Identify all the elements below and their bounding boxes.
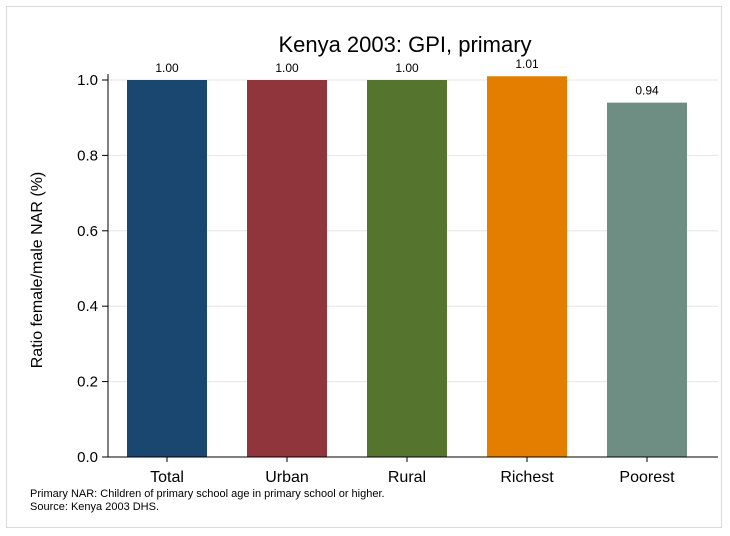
x-tick-label: Poorest bbox=[619, 469, 675, 486]
chart-title: Kenya 2003: GPI, primary bbox=[278, 32, 531, 57]
y-tick-label: 0.8 bbox=[77, 147, 98, 164]
y-ticks: 0.0 0.2 0.4 0.6 0.8 1.0 bbox=[77, 72, 108, 466]
bar-value-label: 1.00 bbox=[155, 61, 179, 75]
bar-poorest bbox=[607, 102, 687, 458]
bar-value-label: 1.01 bbox=[515, 57, 539, 71]
y-tick-label: 1.0 bbox=[77, 72, 98, 89]
y-tick-label: 0.0 bbox=[77, 449, 98, 466]
x-tick-label: Urban bbox=[265, 469, 309, 486]
x-tick-label: Richest bbox=[500, 469, 554, 486]
bars: 1.00 1.00 1.00 1.01 0.94 bbox=[127, 57, 687, 458]
bar-total bbox=[127, 80, 207, 457]
footnote-source: Source: Kenya 2003 DHS. bbox=[30, 501, 160, 513]
bar-value-label: 1.00 bbox=[275, 61, 299, 75]
bar-value-label: 0.94 bbox=[635, 84, 659, 98]
y-tick-label: 0.2 bbox=[77, 374, 98, 391]
x-tick-label: Total bbox=[150, 469, 184, 486]
x-tick-label: Rural bbox=[388, 469, 426, 486]
chart-frame bbox=[6, 6, 722, 528]
bar-richest bbox=[487, 76, 567, 457]
y-tick-label: 0.6 bbox=[77, 223, 98, 240]
bar-rural bbox=[367, 80, 447, 457]
footnote-definition: Primary NAR: Children of primary school … bbox=[30, 488, 385, 500]
bar-value-label: 1.00 bbox=[395, 61, 419, 75]
x-ticks: Total Urban Rural Richest Poorest bbox=[150, 457, 675, 486]
y-axis-label: Ratio female/male NAR (%) bbox=[29, 172, 46, 369]
axes bbox=[107, 74, 718, 458]
bar-urban bbox=[247, 80, 327, 457]
y-tick-label: 0.4 bbox=[77, 298, 98, 315]
